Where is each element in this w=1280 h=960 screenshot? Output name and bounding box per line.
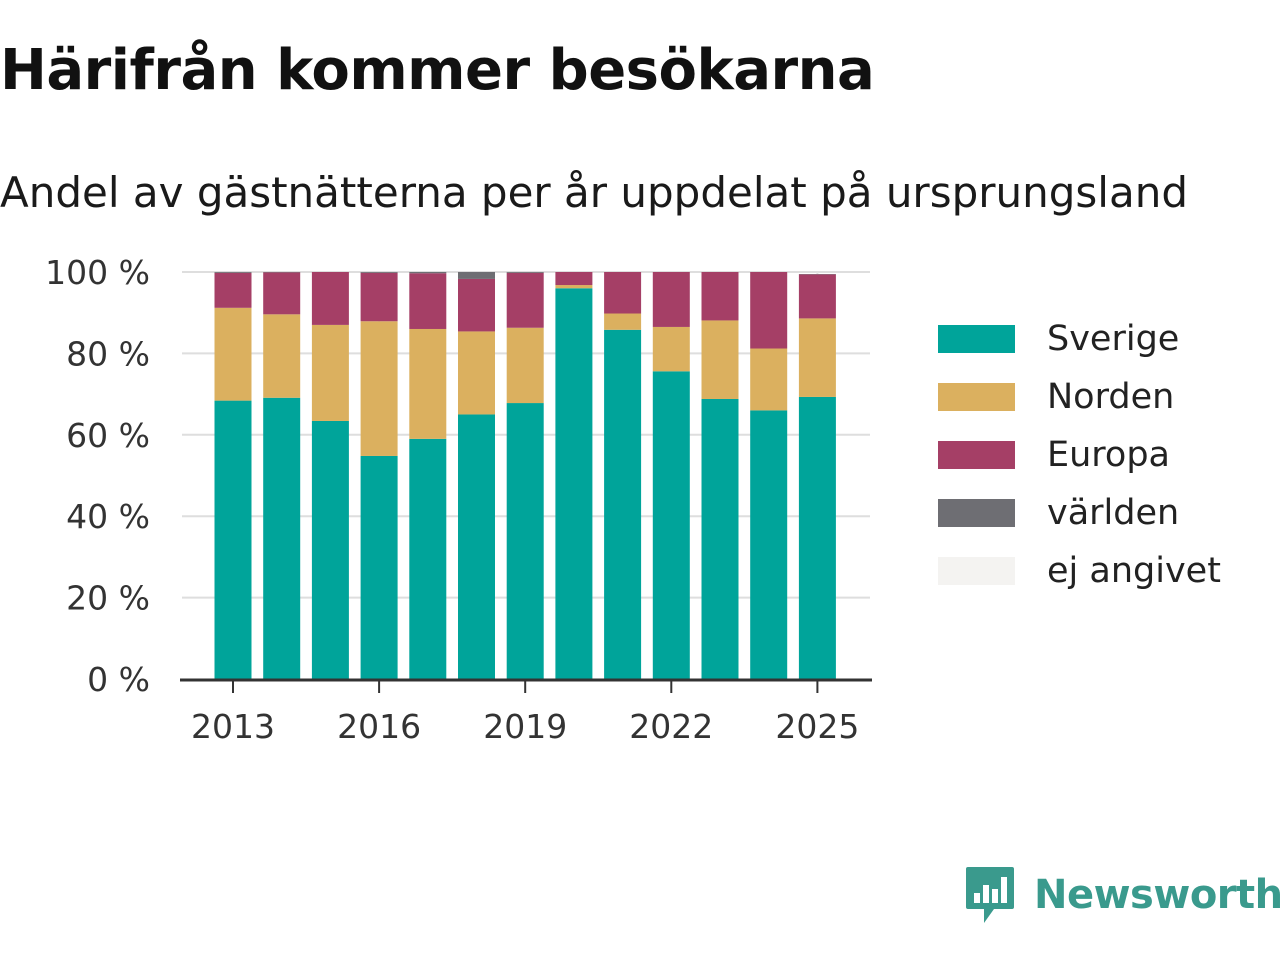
bar-segment (798, 318, 836, 397)
bar-segment (458, 272, 495, 279)
legend-swatch (938, 325, 1015, 353)
legend-item: världen (938, 484, 1221, 542)
bar-segment (701, 398, 739, 679)
x-tick-label: 2019 (483, 707, 567, 746)
legend-swatch (938, 383, 1015, 411)
legend-label: Europa (1047, 435, 1170, 475)
bar-segment (604, 329, 642, 679)
bar-segment (214, 272, 252, 273)
x-tick-label: 2013 (191, 707, 275, 746)
bar-segment (311, 420, 349, 679)
bar-segment (555, 288, 593, 679)
bar-segment (409, 438, 447, 679)
legend-item: Europa (938, 426, 1221, 484)
bar-segment (506, 272, 544, 328)
y-tick-label: 0 % (87, 660, 150, 699)
legend-item: Sverige (938, 310, 1221, 368)
bar-segment (214, 400, 252, 679)
bar-segment (214, 272, 252, 308)
legend-item: Norden (938, 368, 1221, 426)
bar-segment (360, 272, 398, 322)
bar-segment (750, 348, 788, 411)
bar-segment (555, 272, 593, 286)
x-tick-label: 2016 (337, 707, 421, 746)
y-tick-label: 80 % (66, 334, 150, 373)
bar-segment (604, 272, 642, 314)
y-tick-label: 40 % (66, 497, 150, 536)
brand: Newsworthy (964, 865, 1280, 925)
chart-title: Härifrån kommer besökarna (0, 38, 875, 103)
y-tick-label: 20 % (66, 579, 150, 618)
bar-segment (701, 320, 739, 399)
brand-name: Newsworthy (1034, 872, 1280, 918)
bar-segment (604, 313, 642, 330)
bar-segment (798, 274, 836, 319)
legend: Sverige Norden Europa världen ej angivet (938, 310, 1221, 600)
bar-segment (652, 272, 690, 327)
bar-segment (409, 272, 447, 274)
bar-segment (652, 326, 690, 372)
bar-segment (409, 273, 447, 329)
bar-segment (409, 328, 447, 439)
newsworthy-logo-icon (966, 867, 1014, 923)
legend-swatch (938, 499, 1015, 527)
legend-item: ej angivet (938, 542, 1221, 600)
bar-segment (652, 371, 690, 679)
legend-label: Norden (1047, 377, 1175, 417)
bar-segment (360, 272, 398, 273)
bar-segment (701, 272, 739, 321)
y-tick-label: 100 % (45, 253, 150, 292)
bar-segment (311, 324, 349, 421)
legend-label: ej angivet (1047, 551, 1221, 591)
bar-segment (263, 272, 301, 315)
legend-label: världen (1047, 493, 1180, 533)
bar-segment (263, 314, 301, 398)
legend-label: Sverige (1047, 319, 1180, 359)
legend-swatch (938, 557, 1015, 585)
bar-segment (798, 396, 836, 679)
bar-segment (311, 272, 349, 325)
bar-segment (458, 414, 495, 679)
bar-segment (458, 331, 495, 415)
bar-segment (360, 321, 398, 456)
bar-segment (506, 403, 544, 679)
axes: 0 % 20 % 40 % 60 % 80 % 100 % 2013 2016 2019 2022… (45, 253, 872, 746)
x-tick-label: 2022 (629, 707, 713, 746)
y-tick-label: 60 % (66, 416, 150, 455)
bars (214, 272, 836, 679)
x-tick-label: 2025 (775, 707, 859, 746)
bar-segment (263, 397, 301, 679)
bar-segment (214, 307, 252, 401)
bar-segment (360, 455, 398, 679)
stacked-bar-chart: 0 % 20 % 40 % 60 % 80 % 100 % 2013 2016 2019 2022… (45, 253, 872, 746)
chart-subtitle: Andel av gästnätterna per år uppdelat på… (0, 168, 1188, 217)
bar-segment (506, 327, 544, 404)
bar-segment (458, 278, 495, 332)
bar-segment (750, 410, 788, 679)
bar-segment (506, 272, 544, 273)
legend-swatch (938, 441, 1015, 469)
bar-segment (555, 285, 593, 289)
bar-segment (750, 272, 788, 349)
